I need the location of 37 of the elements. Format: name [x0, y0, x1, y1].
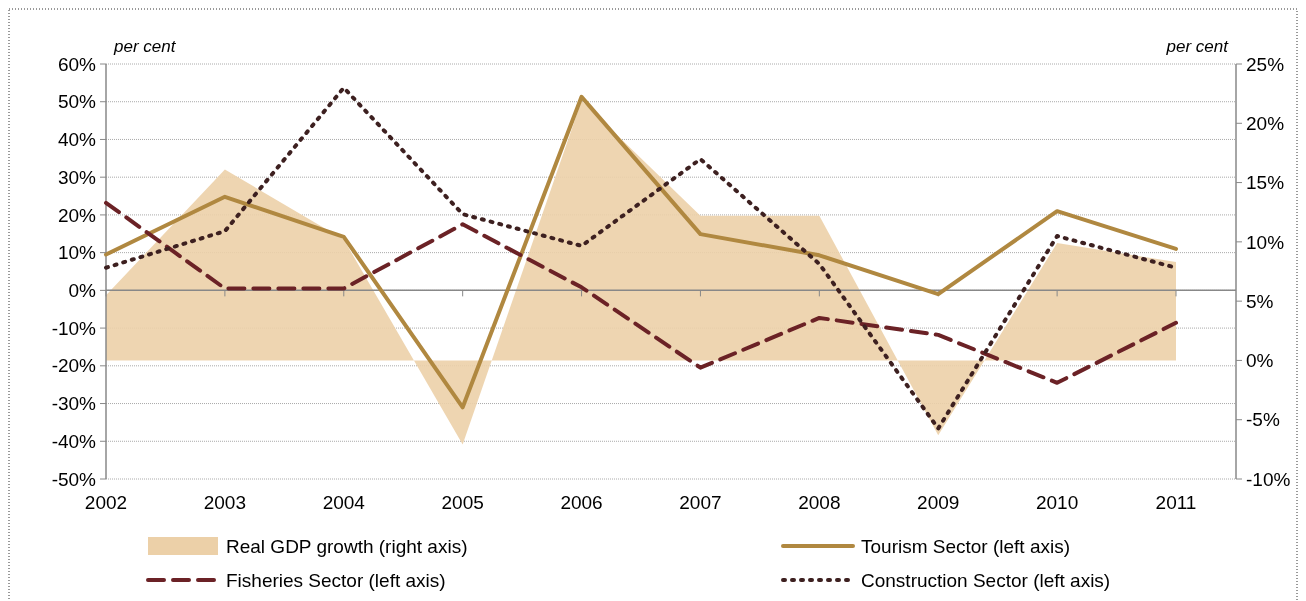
y-tick-label: 50%	[57, 91, 97, 113]
legend-label: Fisheries Sector (left axis)	[226, 569, 446, 591]
x-tick-label: 2002	[84, 492, 128, 513]
x-tick-label: 2010	[1035, 492, 1079, 513]
y-tick-label: -40%	[51, 430, 97, 452]
y-axis-title: per cent	[113, 37, 177, 56]
x-tick-label: 2007	[679, 492, 722, 513]
y2-tick-label: 5%	[1246, 290, 1274, 312]
x-tick-label: 2005	[441, 492, 484, 513]
y2-tick-label: 0%	[1246, 350, 1274, 372]
y-tick-label: -30%	[51, 393, 97, 415]
y-tick-label: -10%	[51, 317, 97, 339]
y-tick-label: -20%	[51, 355, 97, 377]
legend-label: Tourism Sector (left axis)	[861, 535, 1071, 557]
legend-label: Construction Sector (left axis)	[861, 569, 1111, 591]
y-tick-label: -50%	[51, 468, 97, 490]
y-tick-label: 0%	[68, 280, 97, 302]
x-tick-label: 2004	[322, 492, 366, 513]
y2-tick-label: 15%	[1246, 172, 1285, 194]
y2-tick-label: 10%	[1246, 231, 1285, 253]
x-tick-label: 2006	[560, 492, 603, 513]
y2-tick-label: -10%	[1246, 468, 1291, 490]
legend-label: Real GDP growth (right axis)	[226, 535, 468, 557]
y2-tick-label: 20%	[1246, 112, 1285, 134]
y2-tick-label: 25%	[1246, 53, 1285, 75]
y-tick-label: 30%	[57, 166, 97, 188]
y-tick-label: 40%	[57, 129, 97, 151]
y-tick-label: 20%	[57, 204, 97, 226]
x-tick-label: 2009	[917, 492, 960, 513]
y2-tick-label: -5%	[1246, 409, 1280, 431]
y-tick-label: 60%	[57, 53, 97, 75]
y-tick-label: 10%	[57, 242, 97, 264]
line-series	[104, 200, 1178, 385]
x-tick-label: 2011	[1155, 492, 1197, 513]
x-tick-label: 2008	[798, 492, 841, 513]
x-tick-label: 2003	[203, 492, 247, 513]
y2-axis-title: per cent	[1165, 37, 1230, 56]
